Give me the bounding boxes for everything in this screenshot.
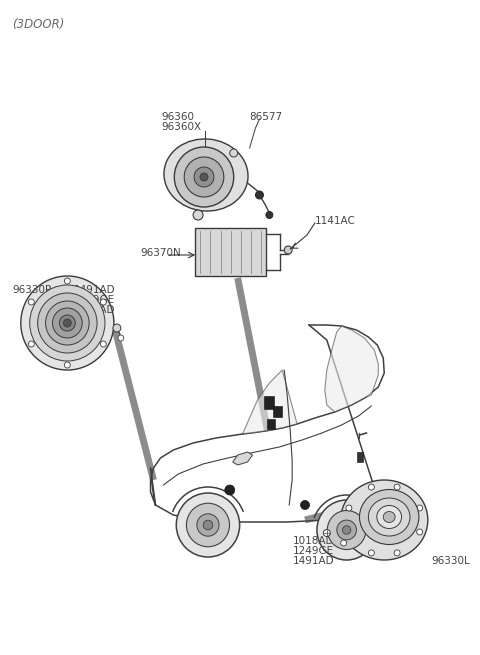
Text: 96330R: 96330R [12, 285, 52, 295]
Circle shape [324, 529, 330, 536]
Circle shape [60, 315, 75, 331]
Circle shape [300, 500, 310, 510]
Ellipse shape [368, 498, 410, 536]
Circle shape [46, 301, 89, 345]
Circle shape [176, 493, 240, 557]
Bar [264, 396, 274, 409]
Circle shape [64, 278, 70, 284]
Circle shape [194, 167, 214, 187]
Circle shape [174, 147, 234, 207]
Ellipse shape [383, 512, 395, 523]
Circle shape [28, 341, 34, 347]
Text: 1141AC: 1141AC [315, 216, 356, 226]
Circle shape [341, 540, 347, 546]
Bar [273, 406, 282, 417]
Polygon shape [242, 370, 297, 434]
Circle shape [100, 341, 107, 347]
Circle shape [337, 520, 357, 540]
Circle shape [255, 191, 264, 199]
Text: 1249GE: 1249GE [293, 546, 334, 556]
Bar [195, 228, 266, 276]
Circle shape [284, 246, 292, 254]
Circle shape [203, 520, 213, 530]
Circle shape [225, 485, 235, 495]
Circle shape [113, 324, 121, 332]
Circle shape [346, 529, 352, 535]
Text: 1018AD: 1018AD [74, 305, 116, 315]
Text: 1249GE: 1249GE [74, 295, 115, 305]
Circle shape [368, 550, 374, 556]
Circle shape [368, 484, 374, 490]
Circle shape [193, 210, 203, 220]
Circle shape [186, 503, 229, 547]
Circle shape [118, 335, 124, 341]
Circle shape [37, 293, 97, 353]
Circle shape [417, 529, 422, 535]
Circle shape [394, 550, 400, 556]
Ellipse shape [164, 139, 248, 211]
Text: 1491AD: 1491AD [293, 556, 335, 566]
Polygon shape [233, 452, 252, 465]
Circle shape [230, 149, 238, 157]
Circle shape [63, 319, 72, 327]
Circle shape [184, 157, 224, 197]
Circle shape [417, 505, 422, 511]
Text: 96360: 96360 [161, 112, 194, 122]
Circle shape [266, 212, 273, 219]
Circle shape [317, 500, 376, 560]
Text: 1018AD: 1018AD [293, 536, 335, 546]
Circle shape [64, 362, 70, 368]
Circle shape [100, 299, 107, 305]
Circle shape [21, 276, 114, 370]
Circle shape [327, 510, 366, 550]
Circle shape [28, 299, 34, 305]
Ellipse shape [377, 506, 402, 529]
Text: 96370N: 96370N [141, 248, 181, 258]
Polygon shape [325, 326, 378, 412]
Ellipse shape [360, 489, 419, 544]
Circle shape [342, 526, 351, 534]
Ellipse shape [341, 480, 428, 560]
Circle shape [52, 308, 82, 338]
Text: 96360X: 96360X [161, 122, 202, 132]
Text: 96330L: 96330L [432, 556, 470, 566]
Text: (3DOOR): (3DOOR) [12, 18, 64, 31]
Circle shape [200, 173, 208, 181]
Text: 86577: 86577 [250, 112, 283, 122]
Circle shape [197, 514, 219, 536]
Bar [357, 452, 363, 462]
Text: 1491AD: 1491AD [74, 285, 116, 295]
Circle shape [346, 505, 352, 511]
Bar [267, 419, 276, 429]
Circle shape [394, 484, 400, 490]
Circle shape [30, 285, 105, 361]
